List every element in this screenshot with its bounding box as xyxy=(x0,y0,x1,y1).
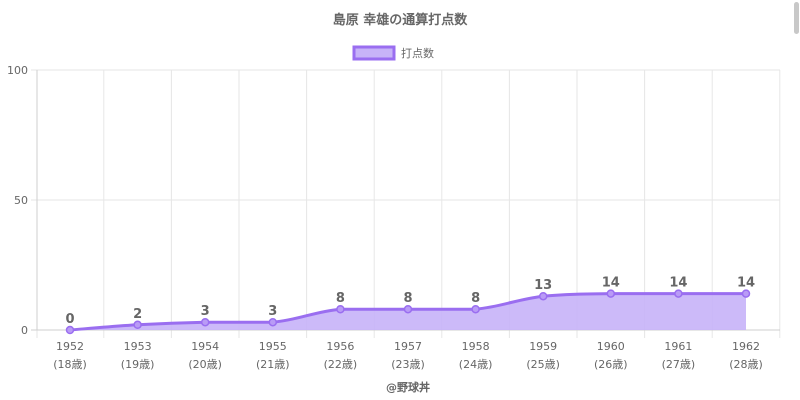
data-label: 2 xyxy=(133,307,142,322)
x-tick-label: 1959 xyxy=(529,340,557,353)
x-tick-label: 1955 xyxy=(259,340,287,353)
x-tick-label: 1960 xyxy=(597,340,625,353)
data-point xyxy=(538,291,548,301)
data-point xyxy=(403,304,413,314)
scrollbar[interactable] xyxy=(792,0,800,400)
data-label: 8 xyxy=(403,291,412,306)
x-tick-label: 1953 xyxy=(124,340,152,353)
x-tick-sublabel: (23歳) xyxy=(391,358,425,371)
data-labels: 0 2 3 3 8 8 8 13 14 14 14 xyxy=(65,276,755,327)
series xyxy=(65,289,751,335)
x-tick-sublabel: (19歳) xyxy=(121,358,155,371)
legend[interactable]: 打点数 xyxy=(352,45,434,61)
data-point xyxy=(741,289,751,298)
data-point xyxy=(674,289,683,298)
x-tick-sublabel: (22歳) xyxy=(324,358,358,371)
x-tick-label: 1954 xyxy=(191,340,219,353)
data-label: 8 xyxy=(471,291,480,306)
x-tick-label: 1962 xyxy=(732,340,760,353)
y-tick-label: 100 xyxy=(7,64,28,77)
data-point xyxy=(471,304,480,314)
data-point xyxy=(268,317,278,327)
footer-credit: @野球丼 xyxy=(386,380,430,394)
data-point xyxy=(133,320,142,330)
axes: 0 50 100 1952 (18歳) 1953 (19歳) 1954 (20歳) 1955 (21… xyxy=(7,64,780,371)
data-label: 14 xyxy=(737,276,755,291)
x-tick-sublabel: (24歳) xyxy=(459,358,493,371)
chart-title: 島原 幸雄の通算打点数 xyxy=(333,12,469,28)
data-label: 3 xyxy=(268,304,277,319)
data-label: 8 xyxy=(336,291,345,306)
data-point xyxy=(336,304,345,314)
data-point xyxy=(65,325,75,335)
x-tick-sublabel: (18歳) xyxy=(53,358,87,371)
x-tick-sublabel: (28歳) xyxy=(729,358,763,371)
data-label: 13 xyxy=(534,278,552,293)
data-label: 14 xyxy=(669,276,687,291)
legend-swatch xyxy=(352,45,396,61)
x-tick-label: 1958 xyxy=(462,340,490,353)
scrollbar-thumb[interactable] xyxy=(794,2,799,34)
data-label: 0 xyxy=(65,312,74,327)
x-tick-sublabel: (26歳) xyxy=(594,358,628,371)
x-tick-sublabel: (25歳) xyxy=(526,358,560,371)
legend-label: 打点数 xyxy=(401,46,434,60)
y-tick-label: 0 xyxy=(21,324,28,337)
x-tick-sublabel: (20歳) xyxy=(188,358,222,371)
x-tick-label: 1957 xyxy=(394,340,422,353)
x-tick-label: 1956 xyxy=(326,340,354,353)
data-label: 3 xyxy=(201,304,210,319)
data-label: 14 xyxy=(602,276,620,291)
data-point xyxy=(606,289,616,298)
x-tick-sublabel: (21歳) xyxy=(256,358,290,371)
data-point xyxy=(200,317,210,327)
y-tick-label: 50 xyxy=(14,194,28,207)
x-tick-sublabel: (27歳) xyxy=(662,358,696,371)
x-tick-label: 1952 xyxy=(56,340,84,353)
x-tick-label: 1961 xyxy=(664,340,692,353)
